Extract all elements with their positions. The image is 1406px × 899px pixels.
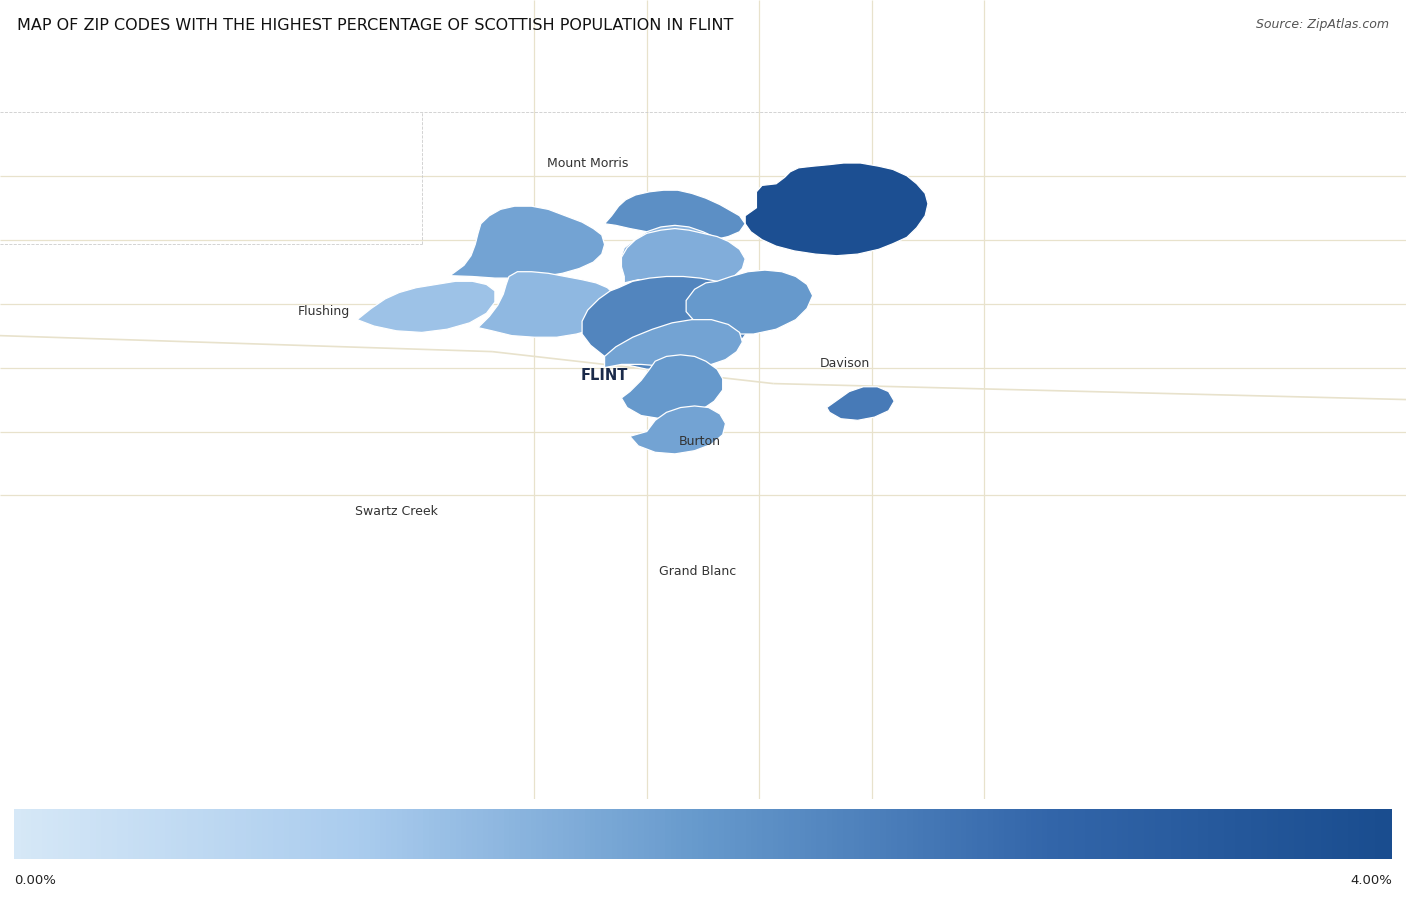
Polygon shape xyxy=(450,206,605,278)
Polygon shape xyxy=(686,270,813,334)
Text: Burton: Burton xyxy=(679,434,721,448)
Polygon shape xyxy=(478,271,619,337)
Text: MAP OF ZIP CODES WITH THE HIGHEST PERCENTAGE OF SCOTTISH POPULATION IN FLINT: MAP OF ZIP CODES WITH THE HIGHEST PERCEN… xyxy=(17,18,734,32)
Text: Grand Blanc: Grand Blanc xyxy=(659,565,735,578)
Polygon shape xyxy=(621,355,723,419)
Text: 4.00%: 4.00% xyxy=(1350,874,1392,887)
Polygon shape xyxy=(630,406,725,454)
Text: Mount Morris: Mount Morris xyxy=(547,157,628,170)
Text: FLINT: FLINT xyxy=(581,368,628,383)
Text: Flushing: Flushing xyxy=(297,305,350,318)
Text: Source: ZipAtlas.com: Source: ZipAtlas.com xyxy=(1256,18,1389,31)
Polygon shape xyxy=(605,191,745,241)
Polygon shape xyxy=(745,163,928,255)
Polygon shape xyxy=(621,226,728,283)
Polygon shape xyxy=(605,320,742,368)
Polygon shape xyxy=(827,387,894,421)
Polygon shape xyxy=(357,281,495,333)
Text: Swartz Creek: Swartz Creek xyxy=(356,505,437,518)
Text: Davison: Davison xyxy=(820,357,870,370)
Polygon shape xyxy=(621,228,745,289)
Polygon shape xyxy=(582,277,754,369)
Text: 0.00%: 0.00% xyxy=(14,874,56,887)
